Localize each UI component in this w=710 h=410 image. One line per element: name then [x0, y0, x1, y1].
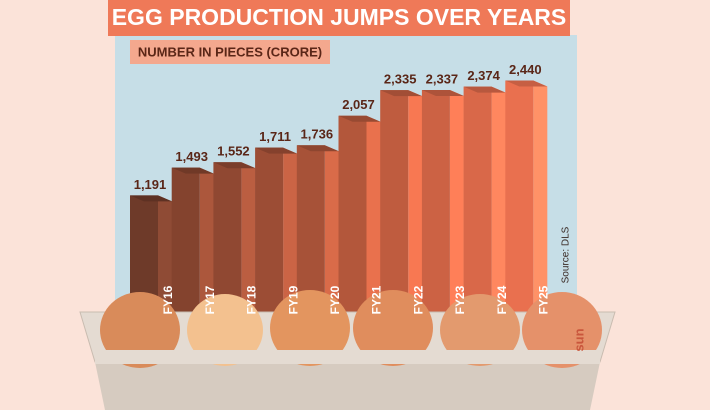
value-label: 2,335 [384, 72, 417, 87]
tray-base [95, 362, 600, 410]
egg [440, 294, 520, 366]
bar-side [158, 195, 172, 325]
bar [171, 167, 200, 325]
value-label: 1,736 [301, 127, 334, 142]
source: Source: DLS [561, 226, 572, 283]
value-label: 2,374 [467, 68, 500, 83]
bar-side [408, 90, 423, 326]
x-tick-label: FY17 [203, 285, 217, 314]
bar-side [449, 89, 464, 325]
bar [505, 80, 534, 326]
bar-top [213, 162, 256, 169]
bar [255, 147, 284, 325]
x-tick-label: FY23 [453, 285, 467, 314]
bar-side [241, 162, 256, 325]
value-label: 2,440 [509, 62, 542, 77]
tray-rim [95, 350, 600, 364]
x-tick-label: FY19 [286, 285, 300, 314]
bar-top [505, 80, 548, 87]
bar [380, 90, 409, 326]
bar-top [171, 167, 214, 174]
x-tick-label: FY25 [536, 285, 550, 314]
title-banner [108, 0, 570, 36]
labels: 1,191 1,493 1,552 1,711 1,736 2,057 2,335 2,337… [134, 62, 542, 192]
egg [187, 294, 263, 366]
bar-side [199, 167, 214, 325]
logo: sun [571, 328, 586, 351]
bar-top [255, 147, 298, 154]
egg [353, 290, 433, 366]
x-tick-label: FY20 [328, 285, 342, 314]
x-tick-label: FY21 [370, 285, 384, 314]
x-tick-label: FY24 [495, 285, 509, 314]
bar-top [463, 86, 506, 93]
x-tick-label: FY16 [161, 285, 175, 314]
egg-tray: sun [79, 290, 616, 410]
x-tick-label: FY22 [411, 285, 425, 314]
bar-top [130, 195, 172, 202]
value-label: 1,191 [134, 177, 167, 192]
subtitle: NUMBER IN PIECES (CRORE) [138, 44, 322, 59]
egg [522, 292, 602, 368]
bar [421, 89, 450, 325]
bar-top [421, 89, 464, 96]
bar-side [366, 115, 381, 325]
bar-side [491, 86, 506, 325]
chart-title: EGG PRODUCTION JUMPS OVER YEARS [112, 4, 567, 30]
subtitle-box [130, 40, 330, 64]
egg [270, 290, 350, 366]
bar-side [533, 80, 548, 326]
bar-top [380, 90, 423, 97]
x-tick-label: FY18 [245, 285, 259, 314]
bar-side [283, 147, 298, 325]
value-label: 1,711 [259, 129, 291, 144]
value-label: 2,337 [426, 71, 459, 86]
value-label: 1,493 [175, 149, 208, 164]
bar-side [324, 145, 339, 325]
egg [100, 292, 180, 368]
bar [463, 86, 492, 325]
value-label: 1,552 [217, 144, 250, 159]
bar-top [296, 145, 339, 152]
bar-top [338, 115, 381, 122]
bar [338, 115, 367, 325]
value-label: 2,057 [342, 97, 375, 112]
